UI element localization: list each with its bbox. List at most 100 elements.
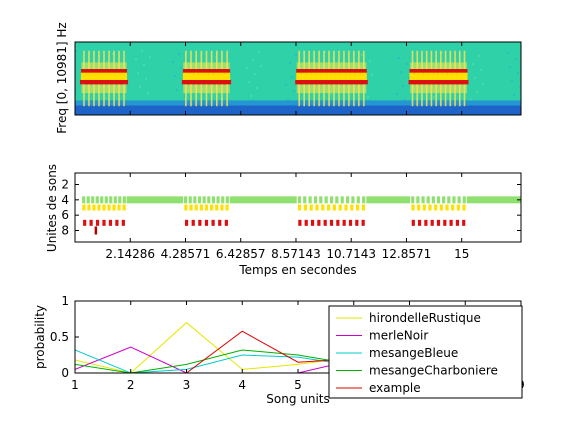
spectrogram-noise bbox=[513, 94, 515, 96]
spectrogram-call-mid bbox=[219, 73, 225, 80]
unit-tick bbox=[226, 205, 229, 211]
spectrogram-noise bbox=[367, 96, 369, 98]
unit-tick bbox=[303, 196, 306, 203]
prob-ytick-label: 0.5 bbox=[50, 330, 69, 344]
units-xtick-label: 2.14286 bbox=[105, 247, 155, 261]
unit-tick bbox=[336, 220, 339, 226]
spectrogram-noise bbox=[515, 58, 517, 60]
unit-tick bbox=[432, 196, 435, 203]
unit-tick bbox=[456, 220, 459, 226]
spectrogram-noise bbox=[248, 81, 250, 83]
unit-tick bbox=[82, 205, 85, 211]
unit-tick bbox=[82, 196, 85, 203]
spectrogram-noise bbox=[330, 93, 332, 95]
units-xtick-label: 8.57143 bbox=[271, 247, 321, 261]
legend-label: mesangeBleue bbox=[369, 346, 458, 360]
unit-tick bbox=[123, 196, 126, 203]
spectrogram-noise bbox=[369, 60, 371, 62]
spectrogram-ylabel: Freq [0, 10981] Hz bbox=[55, 22, 69, 133]
unit-tick bbox=[417, 205, 420, 211]
unit-tick bbox=[463, 196, 466, 203]
unit-tick bbox=[210, 205, 213, 211]
unit-tick bbox=[203, 196, 206, 203]
prob-xlabel: Song units bbox=[266, 392, 330, 406]
units-xlabel: Temps en secondes bbox=[238, 263, 356, 277]
spectrogram-noise bbox=[149, 56, 151, 58]
spectrogram-noise bbox=[406, 63, 408, 65]
prob-ylabel: probability bbox=[33, 305, 47, 369]
spectrogram-panel: Freq [0, 10981] Hz bbox=[55, 22, 521, 133]
unit-tick bbox=[445, 205, 448, 211]
unit-tick bbox=[87, 196, 90, 203]
spectrogram-call-low bbox=[360, 80, 368, 84]
unit-tick bbox=[314, 196, 317, 203]
unit-tick bbox=[90, 220, 93, 226]
sound-units-panel: 2.14286 4.28571 6.42857 8.57143 10.7143 12.85… bbox=[45, 164, 521, 277]
probability-panel: 123456789 00.51 probability hirondelleRu… bbox=[33, 294, 525, 406]
unit-tick bbox=[189, 196, 192, 203]
prob-xtick-label: 1 bbox=[71, 378, 79, 392]
unit-tick bbox=[333, 205, 336, 211]
unit-tick bbox=[198, 220, 201, 226]
unit-tick bbox=[325, 196, 328, 203]
unit-tick bbox=[225, 220, 228, 226]
spectrogram-noise bbox=[285, 84, 287, 86]
unit-tick bbox=[452, 196, 455, 203]
spectrogram-noise bbox=[361, 54, 363, 56]
unit-tick bbox=[330, 220, 333, 226]
spectrogram-call-mid bbox=[121, 73, 127, 80]
spectrogram-call-mid bbox=[198, 73, 204, 80]
spectrogram-noise bbox=[291, 76, 293, 78]
spectrogram-call-mid bbox=[188, 73, 194, 80]
unit-tick bbox=[310, 205, 313, 211]
spectrogram-call-low bbox=[120, 80, 128, 84]
unit-tick bbox=[362, 220, 365, 226]
unit-tick bbox=[226, 196, 229, 203]
spectrogram-noise bbox=[478, 55, 480, 57]
spectrogram-call-mid bbox=[209, 73, 215, 80]
unit-tick bbox=[447, 196, 450, 203]
prob-xtick-label: 5 bbox=[294, 378, 302, 392]
spectrogram-noise bbox=[172, 61, 174, 63]
unit-tick bbox=[112, 205, 115, 211]
unit-tick bbox=[184, 205, 187, 211]
unit-tick bbox=[324, 220, 327, 226]
units-ytick-label: 4 bbox=[61, 193, 69, 207]
unit-tick bbox=[427, 196, 430, 203]
unit-tick bbox=[458, 196, 461, 203]
spectrogram-noise bbox=[143, 64, 145, 66]
unit-tick bbox=[423, 205, 426, 211]
unit-tick bbox=[421, 196, 424, 203]
spectrogram-noise bbox=[178, 53, 180, 55]
unit-bar bbox=[467, 196, 521, 203]
unit-tick bbox=[97, 205, 100, 211]
unit-tick bbox=[412, 220, 415, 226]
unit-tick bbox=[220, 205, 223, 211]
spectrogram-noise bbox=[250, 95, 252, 97]
prob-ytick-label: 0 bbox=[61, 366, 69, 380]
unit-tick bbox=[218, 220, 221, 226]
units-ytick-label: 8 bbox=[61, 224, 69, 238]
spectrogram-noise bbox=[474, 77, 476, 79]
unit-tick bbox=[437, 220, 440, 226]
unit-tick bbox=[102, 205, 105, 211]
spectrogram-call-mid bbox=[193, 73, 199, 80]
unit-tick bbox=[442, 196, 445, 203]
spectrogram-noise bbox=[402, 85, 404, 87]
spectrogram-noise bbox=[509, 66, 511, 68]
spectrogram-noise bbox=[145, 78, 147, 80]
unit-tick bbox=[193, 196, 196, 203]
spectrogram-noise bbox=[293, 90, 295, 92]
unit-tick bbox=[339, 205, 342, 211]
unit-tick bbox=[443, 220, 446, 226]
unit-tick bbox=[117, 205, 120, 211]
unit-tick bbox=[205, 220, 208, 226]
unit-tick bbox=[350, 205, 353, 211]
legend: hirondelleRustique merleNoir mesangeBleue m… bbox=[329, 306, 522, 398]
prob-xtick-label: 3 bbox=[183, 378, 191, 392]
unit-tick bbox=[362, 196, 365, 203]
spectrogram-noise bbox=[433, 96, 435, 98]
unit-tick bbox=[87, 205, 90, 211]
unit-tick bbox=[315, 205, 318, 211]
units-ytick-label: 6 bbox=[61, 208, 69, 222]
